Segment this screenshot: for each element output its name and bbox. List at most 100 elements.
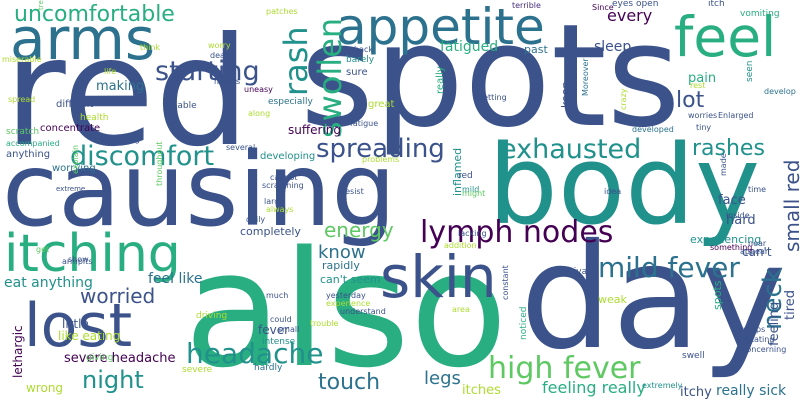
word: tiny	[696, 123, 712, 132]
word: face	[718, 193, 746, 208]
word: difficult	[56, 99, 94, 110]
word: swell	[682, 351, 705, 361]
word: mild	[462, 185, 480, 194]
word: several	[226, 143, 256, 152]
word: touch	[318, 370, 381, 395]
word: hardly	[254, 363, 283, 373]
word: bumps	[738, 325, 766, 334]
word: trouble	[310, 319, 339, 328]
word: fatigued	[440, 39, 499, 55]
word: motivate	[556, 267, 597, 277]
word: health	[80, 113, 109, 123]
word: weak	[598, 293, 627, 306]
word: experience	[326, 299, 371, 308]
word: suffering	[288, 123, 341, 137]
word: rest	[690, 81, 706, 90]
word: pain	[688, 71, 717, 86]
word: appear	[740, 247, 769, 256]
word: yesterday	[326, 291, 366, 300]
word: worried	[80, 284, 156, 308]
word: severe	[182, 365, 213, 375]
word: Moreover	[581, 58, 590, 96]
word: completely	[240, 225, 301, 238]
word: extremely	[642, 381, 683, 390]
word: sleep	[594, 39, 632, 55]
word: eat anything	[4, 275, 93, 291]
word: makes	[214, 77, 241, 86]
word: keep	[559, 81, 572, 109]
word: rapidly	[322, 259, 360, 272]
word: insane	[564, 47, 591, 56]
word: much	[266, 291, 289, 300]
word: patches	[266, 7, 298, 16]
word: like eating	[58, 329, 121, 343]
word: spots	[711, 280, 724, 311]
word: also	[184, 216, 508, 400]
word: itch	[708, 0, 725, 9]
word: addition	[444, 241, 477, 250]
word: arms	[10, 5, 156, 73]
word: spreading	[316, 134, 445, 164]
word: skin	[380, 243, 497, 311]
word: concentrate	[40, 123, 101, 134]
word: headache	[186, 337, 324, 370]
word: extreme	[56, 185, 86, 193]
word: past	[524, 43, 548, 56]
word: miserable	[2, 55, 42, 64]
word: area	[452, 305, 470, 314]
word: red	[4, 6, 250, 180]
word: explain	[71, 144, 80, 174]
word: can't	[742, 245, 772, 259]
word: small	[278, 325, 300, 334]
word: Since	[592, 3, 614, 12]
word: understand	[340, 307, 386, 316]
word: lymph nodes	[420, 215, 614, 250]
word: large	[264, 197, 285, 206]
word: spots	[300, 0, 681, 159]
word: swollen	[311, 17, 349, 138]
word: mild fever	[598, 251, 740, 284]
word: feel like	[148, 271, 203, 287]
word: terrible	[512, 1, 541, 10]
word: worry	[208, 41, 231, 50]
word: scratch	[6, 127, 40, 137]
word: something	[710, 243, 753, 252]
word: uneasy	[244, 85, 273, 94]
word: developing	[260, 151, 316, 162]
word: really	[435, 66, 446, 94]
word: unable	[166, 101, 197, 111]
word: hard	[726, 213, 756, 228]
word: fever	[258, 323, 290, 337]
word: intense	[262, 337, 296, 347]
word: wrong	[26, 381, 64, 395]
word: rash	[277, 26, 315, 96]
word: near	[748, 239, 767, 248]
word: itches	[462, 383, 501, 398]
word: time	[748, 185, 767, 194]
word: life	[104, 67, 117, 76]
word: experiencing	[690, 233, 762, 246]
word: resist	[342, 187, 364, 196]
word: driving	[196, 311, 228, 321]
word: legs	[424, 368, 461, 389]
word: discomfort	[70, 141, 215, 172]
word: uncomfortable	[14, 2, 175, 27]
word: constant	[501, 265, 510, 300]
word: barely	[346, 55, 375, 65]
word: high fever	[488, 351, 641, 386]
word: anything	[6, 149, 51, 160]
word: small red	[780, 159, 800, 252]
word: show	[68, 255, 89, 264]
word: always	[266, 205, 294, 214]
word: noticed	[519, 306, 529, 340]
word: seen	[745, 60, 755, 82]
word: getting	[478, 93, 507, 102]
word: making	[96, 79, 145, 94]
word: might	[462, 189, 486, 198]
word: every	[607, 6, 653, 25]
word: developed	[632, 125, 674, 134]
word: Enlarged	[718, 111, 754, 120]
word: sure	[346, 67, 368, 78]
word: get	[36, 245, 50, 254]
